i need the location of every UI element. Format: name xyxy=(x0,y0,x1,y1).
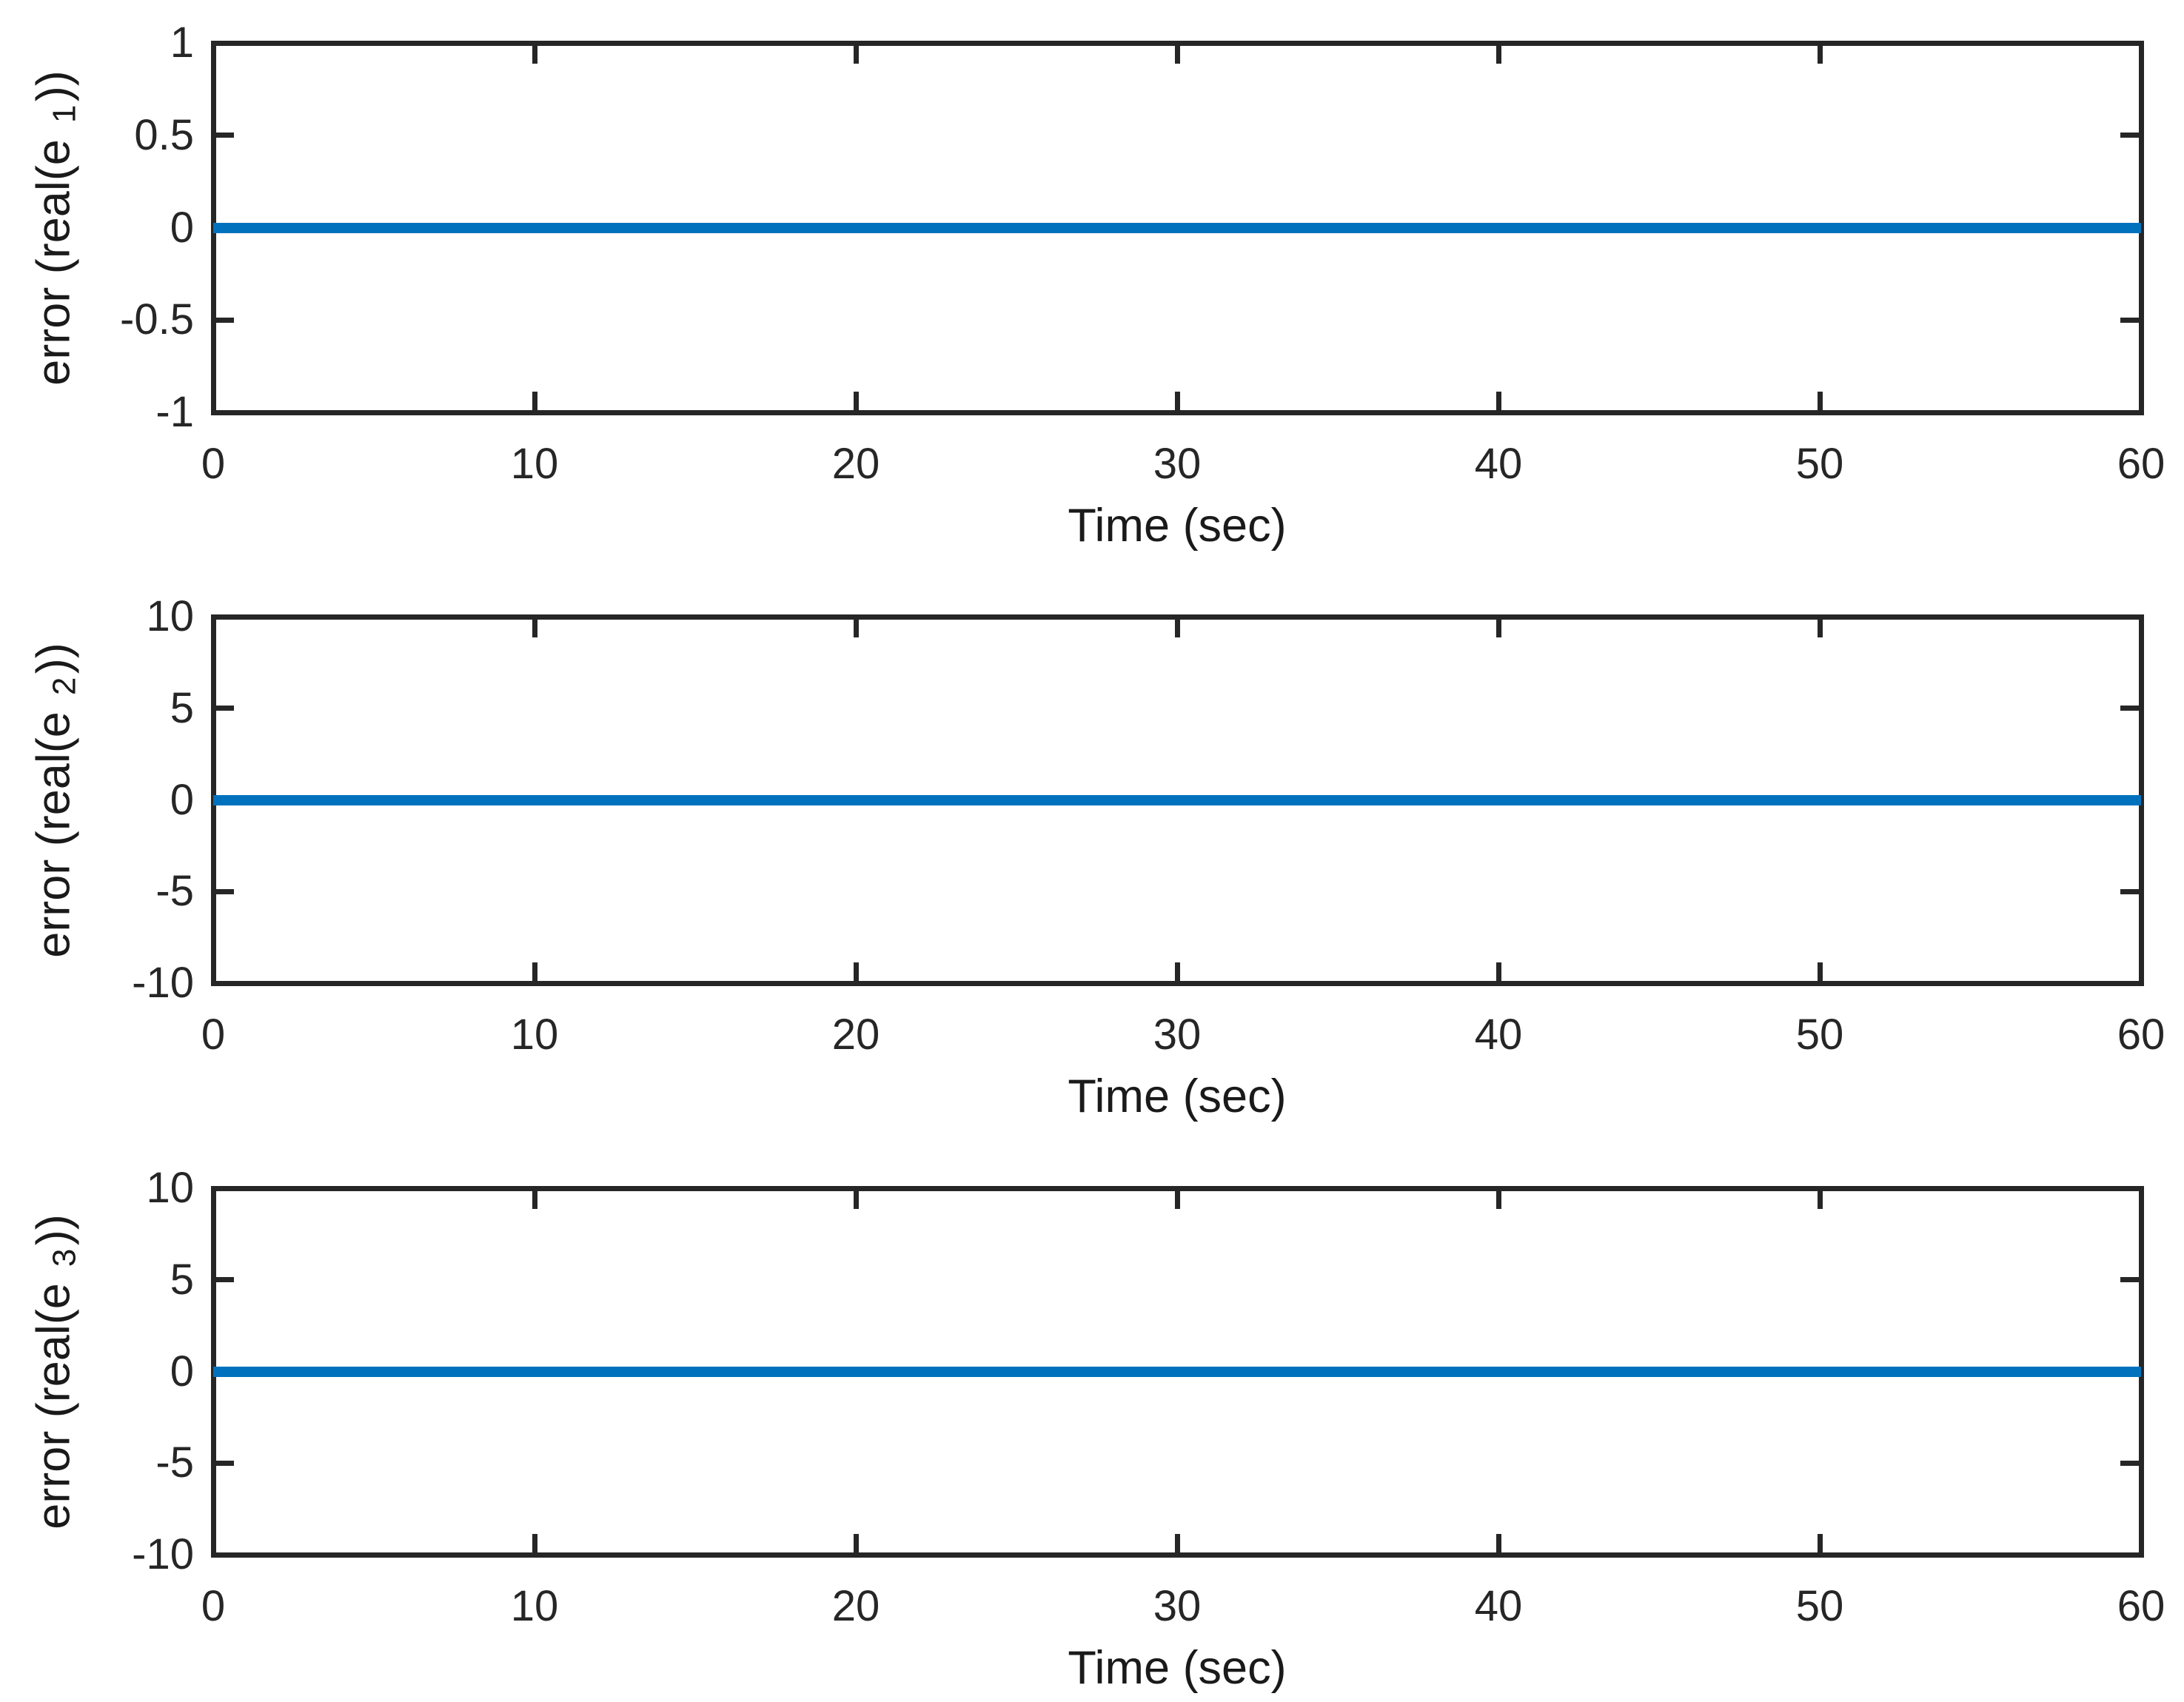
x-tick-label: 0 xyxy=(201,1011,226,1059)
x-tick-label: 60 xyxy=(2117,440,2165,488)
x-tick-label: 40 xyxy=(1474,1011,1523,1059)
y-tick-label: -5 xyxy=(155,1438,194,1487)
y-tick-label: -10 xyxy=(132,1530,194,1578)
x-tick-label: 10 xyxy=(510,440,559,488)
y-tick xyxy=(213,706,234,711)
x-tick xyxy=(532,1188,537,1209)
x-tick xyxy=(1174,1534,1180,1555)
y-tick xyxy=(213,1460,234,1466)
x-tick-label: 30 xyxy=(1153,1582,1202,1630)
y-tick-label: 0 xyxy=(170,1347,194,1396)
x-tick xyxy=(1817,392,1823,412)
x-tick-label: 0 xyxy=(201,1582,226,1630)
x-tick-label: 10 xyxy=(510,1582,559,1630)
x-tick xyxy=(853,617,859,637)
y-tick-label: -1 xyxy=(155,388,194,436)
x-tick-label: 30 xyxy=(1153,440,1202,488)
y-tick-label: -5 xyxy=(155,867,194,916)
y-tick xyxy=(213,317,234,323)
x-tick-label: 60 xyxy=(2117,1582,2165,1630)
x-tick xyxy=(532,1534,537,1555)
x-tick-label: 60 xyxy=(2117,1011,2165,1059)
y-tick xyxy=(213,133,234,138)
y-tick xyxy=(2120,706,2141,711)
x-tick-label: 20 xyxy=(831,440,880,488)
x-tick xyxy=(1817,43,1823,64)
x-tick-label: 20 xyxy=(831,1582,880,1630)
x-tick xyxy=(1495,962,1501,983)
x-tick-label: 50 xyxy=(1795,440,1844,488)
x-tick-label: 40 xyxy=(1474,440,1523,488)
y-tick xyxy=(2120,1277,2141,1283)
x-tick xyxy=(1817,962,1823,983)
x-tick-label: 20 xyxy=(831,1011,880,1059)
x-tick xyxy=(532,962,537,983)
y-axis-label: error (real(e 3)) xyxy=(24,1188,83,1555)
data-line xyxy=(213,1366,2141,1377)
x-tick xyxy=(853,1534,859,1555)
y-tick-label: 5 xyxy=(170,683,194,732)
x-tick xyxy=(1174,392,1180,412)
x-tick xyxy=(1495,43,1501,64)
y-axis-label-text: error (real(e xyxy=(27,1282,79,1530)
x-tick xyxy=(1495,1188,1501,1209)
x-tick xyxy=(1495,392,1501,412)
y-axis-label-suffix: )) xyxy=(27,1213,79,1245)
x-tick xyxy=(1174,43,1180,64)
y-tick xyxy=(2120,317,2141,323)
y-tick-label: 1 xyxy=(170,19,194,67)
y-tick-label: 5 xyxy=(170,1255,194,1304)
y-tick xyxy=(213,888,234,894)
y-tick-label: -10 xyxy=(132,959,194,1007)
x-tick xyxy=(853,962,859,983)
x-tick xyxy=(532,392,537,412)
x-axis-label: Time (sec) xyxy=(1068,500,1287,552)
y-tick-label: 0 xyxy=(170,775,194,824)
x-tick xyxy=(1817,1534,1823,1555)
x-axis-label: Time (sec) xyxy=(1068,1642,1287,1694)
data-line xyxy=(213,222,2141,233)
x-tick-label: 30 xyxy=(1153,1011,1202,1059)
y-tick-label: 0 xyxy=(170,203,194,252)
y-tick xyxy=(213,1277,234,1283)
x-tick-label: 50 xyxy=(1795,1011,1844,1059)
x-tick xyxy=(532,617,537,637)
x-tick-label: 10 xyxy=(510,1011,559,1059)
x-tick xyxy=(853,1188,859,1209)
y-axis-label-subscript: 3 xyxy=(45,1248,82,1267)
x-tick-label: 40 xyxy=(1474,1582,1523,1630)
y-tick-label: 10 xyxy=(146,592,194,640)
y-tick xyxy=(2120,133,2141,138)
x-tick xyxy=(1174,617,1180,637)
x-tick xyxy=(1174,962,1180,983)
y-tick xyxy=(2120,1460,2141,1466)
x-tick xyxy=(1495,617,1501,637)
x-axis-label: Time (sec) xyxy=(1068,1071,1287,1122)
y-tick-label: 0.5 xyxy=(134,110,194,159)
y-tick-label: -0.5 xyxy=(120,295,194,344)
x-tick-label: 0 xyxy=(201,440,226,488)
y-tick-label: 10 xyxy=(146,1164,194,1212)
x-tick-label: 50 xyxy=(1795,1582,1844,1630)
x-tick xyxy=(1817,1188,1823,1209)
data-line xyxy=(213,794,2141,805)
x-tick xyxy=(1817,617,1823,637)
x-tick xyxy=(532,43,537,64)
x-tick xyxy=(853,43,859,64)
y-tick xyxy=(2120,888,2141,894)
x-tick xyxy=(1174,1188,1180,1209)
x-tick xyxy=(1495,1534,1501,1555)
x-tick xyxy=(853,392,859,412)
